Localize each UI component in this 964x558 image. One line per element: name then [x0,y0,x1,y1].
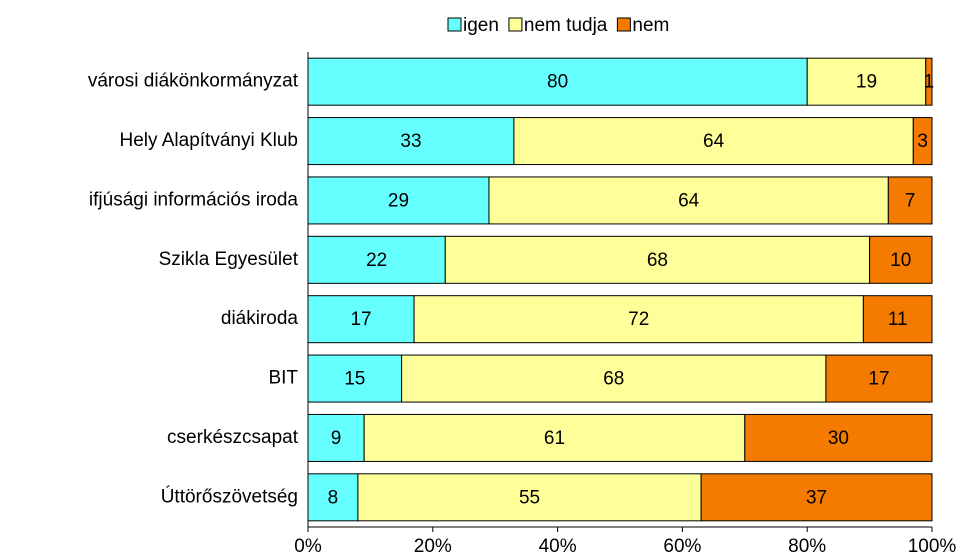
data-label: 80 [547,72,568,93]
data-label: 68 [647,250,668,271]
data-label: 64 [703,131,725,152]
data-label: 15 [344,369,365,390]
y-tick-label: ifjúsági információs iroda [89,189,299,210]
bar-segment [307,473,359,522]
legend-label: igen [463,15,499,36]
bar-segment [413,295,864,344]
data-label: 72 [628,309,649,330]
bar-segment [869,235,933,284]
legend-swatch [508,17,523,32]
bar-segment [862,295,933,344]
legend-label: nem [632,15,669,36]
x-tick-label: 40% [539,536,577,557]
data-label: 22 [366,250,387,271]
y-tick-label: cserkészcsapat [167,427,299,448]
bar-segment [307,235,446,284]
data-label: 33 [400,131,421,152]
data-label: 1 [924,72,935,93]
y-tick-label: Hely Alapítványi Klub [120,130,299,151]
data-label: 64 [678,190,700,211]
x-tick-label: 0% [294,536,322,557]
bar-segment [887,176,933,225]
data-label: 7 [905,190,916,211]
bar-segment [825,354,933,403]
y-tick-label: városi diákönkormányzat [88,71,299,92]
legend-label: nem tudja [524,15,608,36]
data-label: 17 [868,369,889,390]
data-label: 11 [888,309,908,330]
x-tick-label: 60% [663,536,701,557]
data-label: 29 [388,190,409,211]
y-tick-label: diákiroda [221,308,299,329]
data-label: 17 [350,309,371,330]
y-tick-label: BIT [268,368,298,389]
bar-segment [806,57,927,106]
data-label: 61 [544,428,565,449]
data-label: 19 [856,72,877,93]
bar-segment [307,413,365,462]
data-label: 9 [331,428,342,449]
data-label: 55 [519,487,540,508]
x-tick-label: 80% [788,536,826,557]
legend-swatch [447,17,462,32]
bar-segment [307,57,808,106]
bar-segment [488,176,889,225]
bar-segment [744,413,933,462]
bar-segment [363,413,746,462]
y-tick-label: Szikla Egyesület [159,249,299,270]
bar-segment [925,57,933,106]
data-label: 68 [603,369,624,390]
bar-segment [912,117,933,166]
bar-segment [307,295,415,344]
bar-segment [401,354,827,403]
data-label: 10 [890,250,911,271]
bar-segment [444,235,871,284]
bar-segment [700,473,933,522]
x-tick-label: 20% [414,536,452,557]
legend-swatch [616,17,631,32]
data-label: 37 [806,487,827,508]
x-tick-label: 100% [908,536,957,557]
data-label: 8 [328,487,339,508]
y-tick-label: Úttörőszövetség [161,485,298,507]
data-label: 30 [828,428,849,449]
bar-segment [307,176,490,225]
data-label: 3 [917,131,928,152]
